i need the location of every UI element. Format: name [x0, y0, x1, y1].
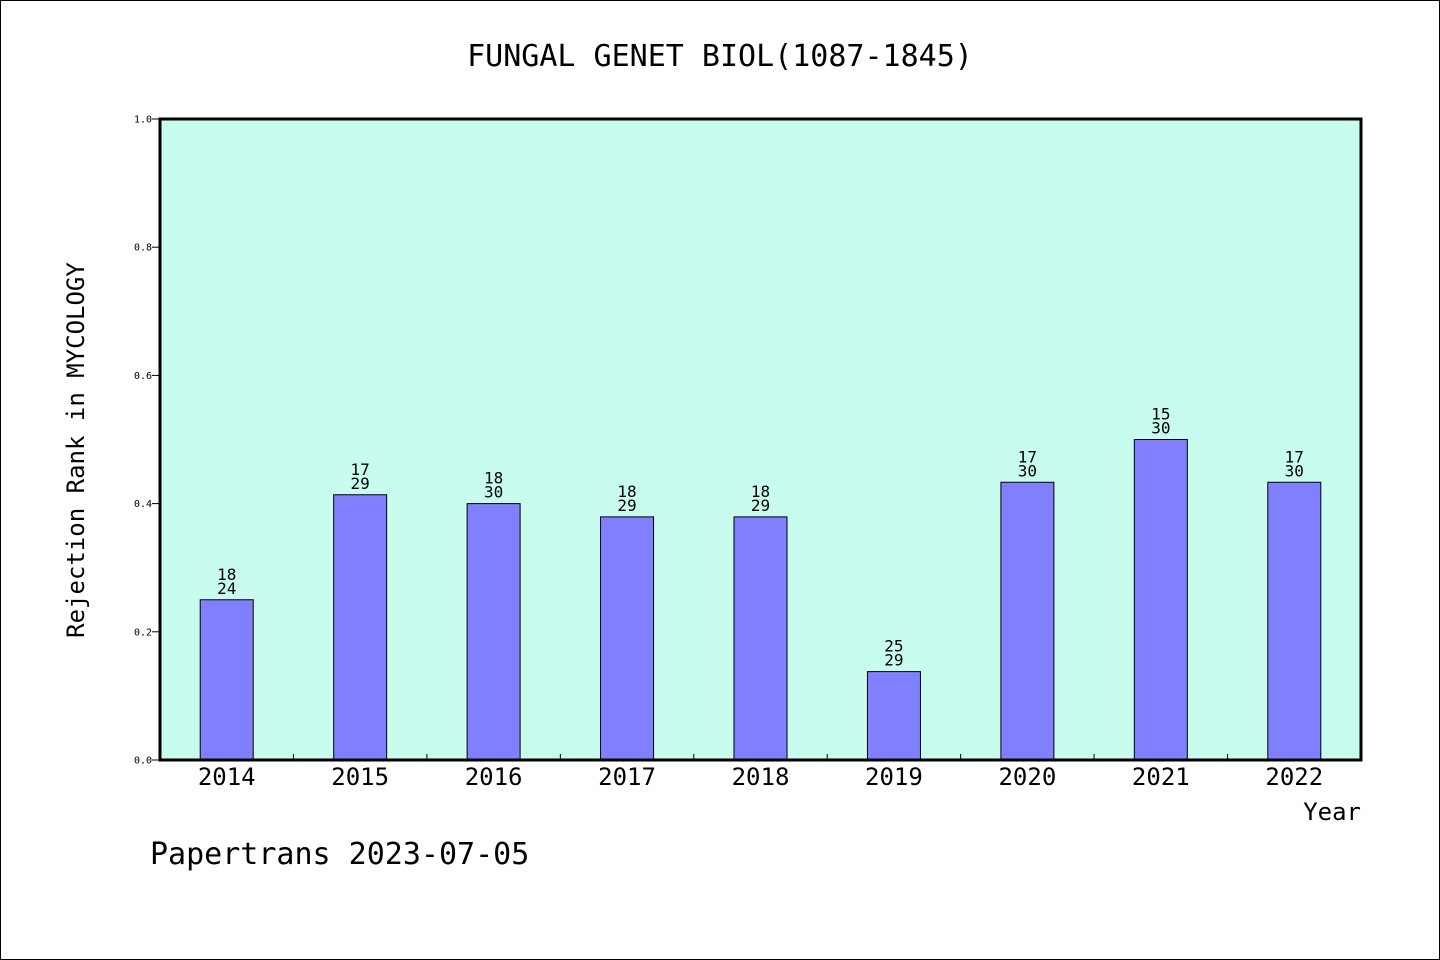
y-tick-label: 1.0	[134, 115, 152, 126]
x-tick-label: 2020	[998, 763, 1056, 791]
bar-rank-label: 18	[617, 482, 636, 501]
bar-rank-label: 18	[751, 482, 770, 501]
bar-total-label: 29	[751, 496, 770, 515]
y-axis-ticks: 0.0 0.2 0.4 0.6 0.8 1.0	[134, 115, 160, 767]
bar-rank-label: 15	[1151, 405, 1170, 424]
y-axis-label: Rejection Rank in MYCOLOGY	[62, 262, 90, 638]
bar-2018	[733, 516, 788, 761]
x-axis-label: Year	[1303, 798, 1361, 826]
bar-2022	[1267, 481, 1322, 761]
x-tick-label: 2018	[732, 763, 790, 791]
bar-rank-label: 25	[884, 637, 903, 656]
y-tick-label: 0.0	[134, 756, 152, 767]
y-tick-label: 0.2	[134, 627, 152, 638]
x-tick-label: 2016	[465, 763, 523, 791]
x-tick-label: 2019	[865, 763, 923, 791]
x-tick-label: 2017	[598, 763, 656, 791]
bars	[199, 439, 1322, 761]
x-axis-ticks: 2014 2015 2016 2017 2018 2019 2020 2021 2022	[198, 754, 1323, 791]
bar-total-label: 30	[1151, 419, 1170, 438]
bar-total-label: 30	[1285, 461, 1304, 480]
y-tick-label: 0.8	[134, 243, 152, 254]
bar-total-label: 29	[617, 496, 636, 515]
bar-rank-label: 18	[217, 565, 236, 584]
x-tick-label: 2014	[198, 763, 256, 791]
bar-2019	[866, 671, 921, 761]
bar-total-label: 30	[484, 483, 503, 502]
bar-total-label: 29	[351, 474, 370, 493]
bar-2015	[333, 494, 388, 761]
bar-total-label: 24	[217, 579, 236, 598]
bar-2014	[199, 599, 254, 761]
bar-rank-label: 17	[1018, 447, 1037, 466]
bar-total-label: 29	[884, 651, 903, 670]
chart-title: FUNGAL GENET BIOL(1087-1845)	[467, 39, 973, 74]
bar-total-label: 30	[1018, 461, 1037, 480]
plot-border	[158, 117, 1363, 762]
bar-2021	[1133, 439, 1188, 761]
bar-2017	[600, 516, 655, 761]
footer-text: Papertrans 2023-07-05	[150, 837, 529, 872]
x-tick-label: 2021	[1132, 763, 1190, 791]
bar-rank-label: 17	[351, 460, 370, 479]
y-tick-label: 0.4	[134, 499, 152, 510]
y-tick-label: 0.6	[134, 371, 152, 382]
x-tick-label: 2022	[1265, 763, 1323, 791]
x-tick-label: 2015	[331, 763, 389, 791]
bar-rank-label: 17	[1285, 447, 1304, 466]
bar-2016	[466, 503, 521, 761]
bar-rank-label: 18	[484, 469, 503, 488]
bar-2020	[1000, 481, 1055, 761]
